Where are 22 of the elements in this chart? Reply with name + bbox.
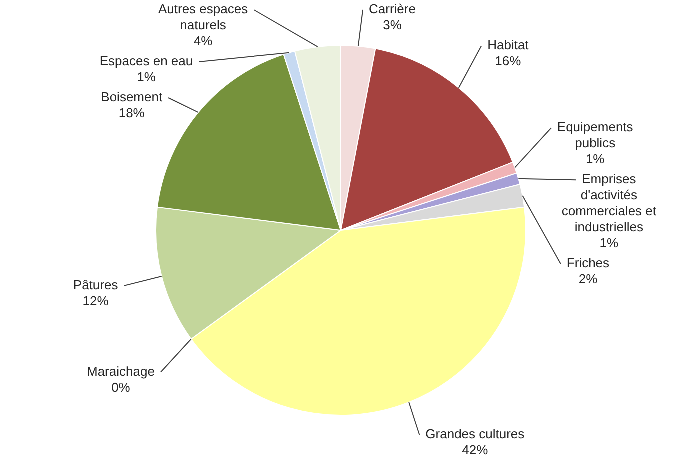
slice-label: Boisement (101, 90, 163, 105)
slice-label: Autres espaces naturels (158, 2, 249, 33)
data-label: 16% (495, 54, 522, 69)
slice-label: Espaces en eau (100, 54, 194, 69)
data-label: 3% (383, 18, 402, 33)
data-label: 1% (586, 152, 606, 167)
data-label: 2% (578, 272, 598, 287)
data-label: 1% (600, 236, 620, 251)
data-label: 18% (118, 106, 146, 121)
data-label: 12% (82, 293, 110, 308)
slice-label: Carrière (369, 2, 416, 17)
slice-label: Habitat (488, 38, 530, 53)
category-label: Maraichage (86, 364, 155, 379)
slice-label: Pâtures (73, 277, 119, 292)
slice-label: Equipements publics (557, 120, 634, 151)
slice-label: Grandes cultures (426, 426, 526, 442)
data-label: 4% (194, 34, 214, 49)
slice-label: Friches (566, 256, 610, 271)
data-label: 42% (462, 442, 489, 458)
text: 0% (112, 380, 130, 395)
data-label: 1% (137, 70, 156, 85)
slice-label: Emprises d'activités commerciales et industrielles (562, 172, 657, 235)
